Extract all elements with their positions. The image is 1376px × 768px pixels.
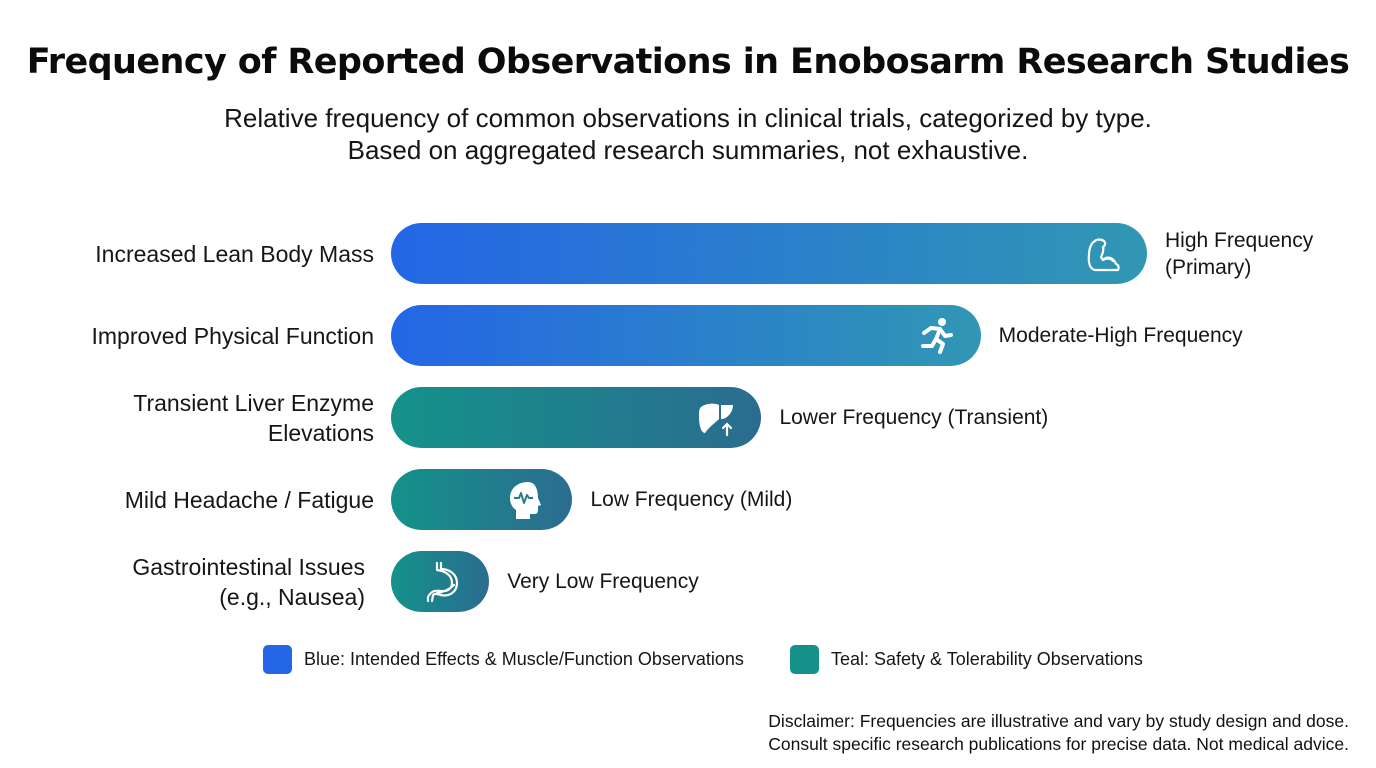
value-label: Low Frequency (Mild) [590, 488, 793, 511]
chart-title: Frequency of Reported Observations in En… [26, 42, 1350, 82]
chart-subtitle: Relative frequency of common observation… [0, 102, 1376, 166]
legend-item-teal: Teal: Safety & Tolerability Observations [790, 645, 1143, 674]
value-label: Moderate-High Frequency [998, 324, 1243, 347]
running-person-icon [915, 315, 957, 357]
category-label: Gastrointestinal Issues (e.g., Nausea) [132, 553, 365, 610]
category-label: Increased Lean Body Mass [95, 240, 374, 267]
legend-swatch-blue [263, 645, 292, 674]
subtitle-line-2: Based on aggregated research summaries, … [347, 135, 1029, 165]
bar [391, 469, 573, 530]
category-label: Transient Liver Enzyme Elevations [133, 389, 374, 446]
bar [391, 223, 1147, 284]
bar [391, 387, 762, 448]
subtitle-line-1: Relative frequency of common observation… [224, 103, 1152, 133]
value-label: Lower Frequency (Transient) [779, 406, 1049, 429]
disclaimer: Disclaimer: Frequencies are illustrative… [768, 711, 1349, 754]
bar [391, 551, 490, 612]
liver-arrow-up-icon [695, 397, 737, 439]
value-label: High Frequency (Primary) [1165, 228, 1314, 279]
category-label: Improved Physical Function [91, 322, 374, 349]
bar [391, 305, 981, 366]
flexed-arm-icon [1081, 233, 1123, 275]
value-label: Very Low Frequency [507, 570, 699, 593]
legend-label-teal: Teal: Safety & Tolerability Observations [831, 649, 1143, 669]
category-label: Mild Headache / Fatigue [124, 486, 374, 513]
head-pulse-icon [506, 479, 548, 521]
stomach-icon [423, 561, 465, 603]
legend-item-blue: Blue: Intended Effects & Muscle/Function… [263, 645, 744, 674]
legend-label-blue: Blue: Intended Effects & Muscle/Function… [304, 649, 744, 669]
legend-swatch-teal [790, 645, 819, 674]
